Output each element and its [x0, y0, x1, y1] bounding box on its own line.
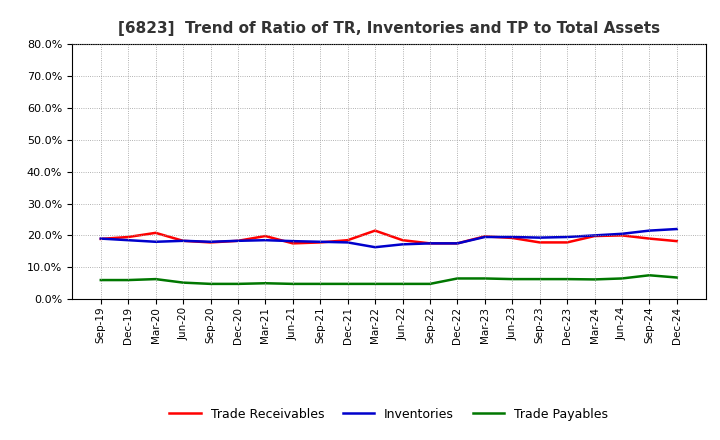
Trade Payables — [618, 276, 626, 281]
Trade Receivables — [233, 238, 242, 243]
Trade Receivables — [480, 234, 489, 239]
Trade Receivables — [206, 240, 215, 245]
Inventories — [124, 238, 132, 243]
Trade Receivables — [536, 240, 544, 245]
Inventories — [96, 236, 105, 241]
Trade Payables — [316, 281, 325, 286]
Trade Payables — [563, 276, 572, 282]
Trade Payables — [289, 281, 297, 286]
Inventories — [426, 241, 434, 246]
Trade Payables — [426, 281, 434, 286]
Trade Receivables — [179, 238, 187, 243]
Line: Trade Payables: Trade Payables — [101, 275, 677, 284]
Trade Payables — [151, 276, 160, 282]
Trade Receivables — [563, 240, 572, 245]
Legend: Trade Receivables, Inventories, Trade Payables: Trade Receivables, Inventories, Trade Pa… — [164, 403, 613, 425]
Inventories — [343, 240, 352, 245]
Trade Payables — [343, 281, 352, 286]
Inventories — [398, 242, 407, 247]
Trade Receivables — [371, 228, 379, 233]
Trade Receivables — [508, 235, 516, 241]
Trade Payables — [508, 276, 516, 282]
Trade Payables — [233, 281, 242, 286]
Inventories — [453, 241, 462, 246]
Trade Payables — [398, 281, 407, 286]
Trade Payables — [536, 276, 544, 282]
Trade Payables — [261, 281, 270, 286]
Trade Receivables — [261, 233, 270, 238]
Trade Receivables — [426, 241, 434, 246]
Inventories — [289, 238, 297, 244]
Inventories — [233, 238, 242, 243]
Trade Receivables — [343, 238, 352, 243]
Inventories — [371, 245, 379, 250]
Trade Payables — [590, 277, 599, 282]
Inventories — [563, 235, 572, 240]
Inventories — [536, 235, 544, 240]
Inventories — [618, 231, 626, 236]
Trade Receivables — [453, 241, 462, 246]
Trade Receivables — [124, 235, 132, 240]
Trade Payables — [453, 276, 462, 281]
Trade Receivables — [289, 241, 297, 246]
Inventories — [645, 228, 654, 233]
Trade Payables — [480, 276, 489, 281]
Trade Payables — [96, 278, 105, 283]
Trade Receivables — [398, 238, 407, 243]
Trade Payables — [371, 281, 379, 286]
Trade Payables — [206, 281, 215, 286]
Trade Payables — [672, 275, 681, 280]
Trade Receivables — [151, 230, 160, 235]
Trade Receivables — [672, 238, 681, 244]
Trade Receivables — [618, 233, 626, 238]
Trade Payables — [645, 273, 654, 278]
Inventories — [316, 239, 325, 245]
Line: Inventories: Inventories — [101, 229, 677, 247]
Inventories — [261, 238, 270, 243]
Trade Receivables — [316, 240, 325, 245]
Trade Payables — [179, 280, 187, 285]
Inventories — [151, 239, 160, 245]
Title: [6823]  Trend of Ratio of TR, Inventories and TP to Total Assets: [6823] Trend of Ratio of TR, Inventories… — [118, 21, 660, 36]
Inventories — [206, 239, 215, 245]
Inventories — [179, 238, 187, 243]
Trade Receivables — [645, 236, 654, 241]
Trade Payables — [124, 278, 132, 283]
Line: Trade Receivables: Trade Receivables — [101, 231, 677, 243]
Inventories — [508, 235, 516, 240]
Trade Receivables — [590, 233, 599, 238]
Inventories — [480, 235, 489, 240]
Trade Receivables — [96, 236, 105, 242]
Inventories — [672, 226, 681, 231]
Inventories — [590, 233, 599, 238]
